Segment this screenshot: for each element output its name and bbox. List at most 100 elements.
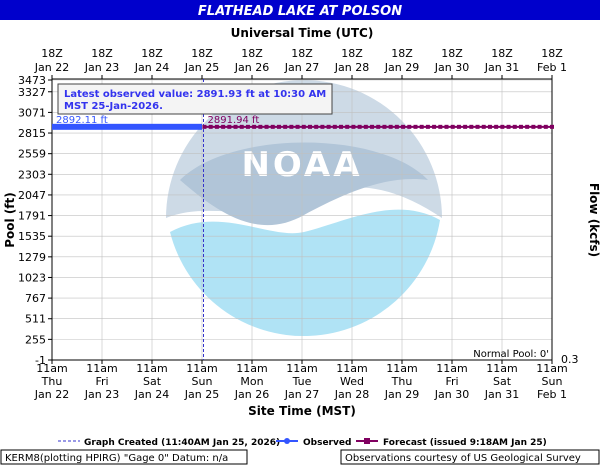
y-axis-label: Pool (ft) bbox=[3, 192, 17, 248]
top-tick-hour: 18Z bbox=[241, 47, 263, 60]
bottom-tick-dow: Fri bbox=[95, 375, 108, 388]
bottom-tick-dow: Thu bbox=[41, 375, 63, 388]
forecast-point bbox=[419, 124, 424, 129]
observed-series-line bbox=[52, 123, 202, 130]
forecast-point bbox=[233, 124, 238, 129]
legend-forecast-label: Forecast (issued 9:18AM Jan 25) bbox=[383, 438, 547, 448]
bottom-tick-date: Jan 23 bbox=[84, 388, 119, 401]
annotation-box bbox=[57, 83, 333, 115]
forecast-point bbox=[214, 124, 219, 129]
y-tick-label: 511 bbox=[25, 313, 46, 326]
y-tick-label: 767 bbox=[25, 292, 46, 305]
forecast-point bbox=[295, 124, 300, 129]
forecast-point bbox=[469, 124, 474, 129]
chart-title: FLATHEAD LAKE AT POLSON bbox=[198, 4, 402, 19]
forecast-point bbox=[531, 124, 536, 129]
annotation-line-1: Latest observed value: 2891.93 ft at 10:… bbox=[64, 89, 326, 100]
forecast-point bbox=[388, 124, 393, 129]
top-tick-hour: 18Z bbox=[391, 47, 413, 60]
top-tick-hour: 18Z bbox=[91, 47, 113, 60]
y-tick-label: 1791 bbox=[18, 210, 46, 223]
legend: Graph Created (11:40AM Jan 25, 2026) Obs… bbox=[58, 438, 547, 448]
forecast-point bbox=[463, 124, 468, 129]
forecast-point bbox=[339, 124, 344, 129]
noaa-watermark: NOAA bbox=[166, 80, 442, 356]
top-tick-hour: 18Z bbox=[141, 47, 163, 60]
top-tick-date: Jan 22 bbox=[34, 61, 69, 74]
grid bbox=[51, 79, 553, 361]
bottom-tick-dow: Sat bbox=[493, 375, 512, 388]
legend-graph-created-label: Graph Created (11:40AM Jan 25, 2026) bbox=[84, 438, 280, 448]
forecast-point bbox=[276, 124, 281, 129]
top-axis-title: Universal Time (UTC) bbox=[231, 26, 374, 40]
forecast-point bbox=[363, 124, 368, 129]
bottom-tick-time: 11am bbox=[36, 362, 67, 375]
top-tick-date: Jan 30 bbox=[434, 61, 469, 74]
forecast-point bbox=[432, 124, 437, 129]
bottom-tick-date: Jan 26 bbox=[234, 388, 269, 401]
forecast-point bbox=[401, 124, 406, 129]
forecast-point bbox=[438, 124, 443, 129]
title-banner bbox=[0, 0, 600, 20]
forecast-point bbox=[518, 124, 523, 129]
forecast-point bbox=[283, 124, 288, 129]
forecast-point bbox=[345, 124, 350, 129]
forecast-point bbox=[332, 124, 337, 129]
forecast-point bbox=[506, 124, 511, 129]
bottom-tick-time: 11am bbox=[136, 362, 167, 375]
forecast-point bbox=[512, 124, 517, 129]
bottom-tick-time: 11am bbox=[486, 362, 517, 375]
legend-observed-label: Observed bbox=[303, 438, 351, 448]
bottom-tick-dow: Mon bbox=[240, 375, 263, 388]
forecast-point bbox=[357, 124, 362, 129]
bottom-tick-time: 11am bbox=[436, 362, 467, 375]
top-tick-hour: 18Z bbox=[491, 47, 513, 60]
forecast-point bbox=[208, 124, 213, 129]
forecast-point bbox=[494, 124, 499, 129]
right-axis-tick: 0.3 bbox=[561, 353, 579, 366]
footer-left-text: KERM8(plotting HPIRG) "Gage 0" Datum: n/… bbox=[5, 453, 228, 464]
y-tick-label: 2815 bbox=[18, 127, 46, 140]
bottom-tick-dow: Sun bbox=[542, 375, 563, 388]
bottom-tick-dow: Sun bbox=[192, 375, 213, 388]
top-tick-hour: 18Z bbox=[441, 47, 463, 60]
forecast-point bbox=[382, 124, 387, 129]
forecast-point bbox=[450, 124, 455, 129]
top-tick-hour: 18Z bbox=[191, 47, 213, 60]
bottom-tick-time: 11am bbox=[236, 362, 267, 375]
top-tick-date: Jan 25 bbox=[184, 61, 219, 74]
forecast-point bbox=[407, 124, 412, 129]
forecast-point bbox=[487, 124, 492, 129]
bottom-tick-dow: Wed bbox=[340, 375, 364, 388]
forecast-point bbox=[227, 124, 232, 129]
y-tick-label: 2303 bbox=[18, 168, 46, 181]
watermark-noaa-text: NOAA bbox=[241, 145, 362, 185]
forecast-point bbox=[370, 124, 375, 129]
bottom-tick-date: Jan 24 bbox=[134, 388, 169, 401]
forecast-point bbox=[543, 124, 548, 129]
y-tick-label: 2559 bbox=[18, 148, 46, 161]
forecast-point bbox=[239, 124, 244, 129]
top-tick-hour: 18Z bbox=[541, 47, 563, 60]
legend-forecast-marker bbox=[364, 438, 370, 444]
bottom-tick-dow: Tue bbox=[292, 375, 312, 388]
y-tick-label: 255 bbox=[25, 333, 46, 346]
top-tick-hour: 18Z bbox=[341, 47, 363, 60]
legend-observed-marker bbox=[284, 438, 290, 444]
top-tick-date: Jan 27 bbox=[284, 61, 319, 74]
forecast-point bbox=[258, 124, 263, 129]
forecast-point bbox=[245, 124, 250, 129]
footer-right-text: Observations courtesy of US Geological S… bbox=[345, 453, 581, 464]
forecast-point bbox=[326, 124, 331, 129]
observed-series-label: 2892.11 ft bbox=[56, 115, 108, 126]
annotation-line-2: MST 25-Jan-2026. bbox=[64, 101, 163, 112]
bottom-tick-time: 11am bbox=[286, 362, 317, 375]
forecast-point bbox=[314, 124, 319, 129]
forecast-point bbox=[202, 124, 207, 129]
forecast-point bbox=[444, 124, 449, 129]
bottom-tick-time: 11am bbox=[336, 362, 367, 375]
